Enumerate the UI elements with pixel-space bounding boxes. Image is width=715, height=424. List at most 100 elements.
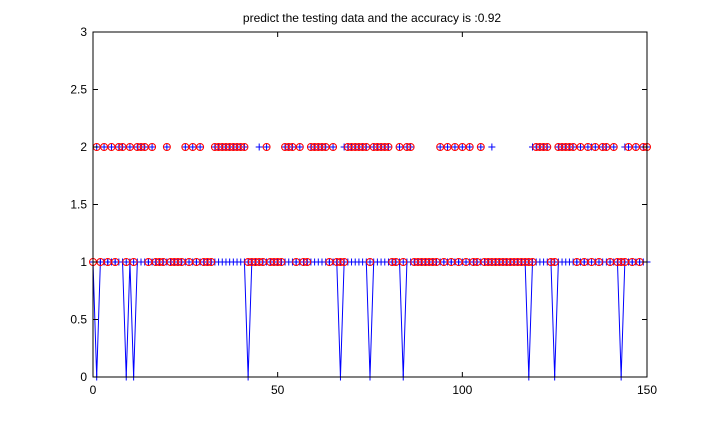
data-point-1-140: [606, 258, 614, 266]
data-point-1-20: [163, 143, 171, 151]
data-point-2-123: [543, 143, 552, 151]
data-point-1-6: [111, 258, 119, 266]
data-point-2-45: [255, 258, 264, 266]
y-tick-label: 0.5: [70, 313, 87, 327]
data-point-2-53: [284, 143, 293, 151]
data-point-1-97: [447, 258, 455, 266]
data-point-2-57: [299, 258, 308, 266]
y-tick-label: 1: [80, 255, 87, 269]
data-point-1-47: [263, 143, 271, 151]
data-point-1-10: [126, 143, 134, 151]
data-point-1-147: [632, 143, 640, 151]
chart-marks: [89, 143, 651, 381]
data-point-2-40: [236, 143, 245, 151]
data-point-2-65: [329, 143, 338, 151]
data-point-2-56: [295, 143, 304, 151]
plot-area-frame: [92, 31, 648, 378]
data-point-1-100: [458, 143, 466, 151]
data-point-2-79: [380, 143, 389, 151]
data-point-2-103: [469, 258, 478, 266]
data-point-2-81: [388, 258, 397, 266]
data-point-2-31: [203, 258, 212, 266]
data-point-2-138: [598, 143, 607, 151]
data-point-2-122: [539, 143, 548, 151]
data-point-1-26: [185, 258, 193, 266]
data-point-2-50: [273, 258, 282, 266]
data-point-1-16: [148, 143, 156, 151]
data-point-2-75: [366, 258, 374, 266]
chart-title: predict the testing data and the accurac…: [243, 11, 501, 25]
data-point-1-96: [444, 143, 452, 151]
data-point-2-18: [155, 258, 164, 266]
chart-axes: 0 50 100 150 0 0.5 1 1.5 2 2.5 3: [70, 25, 657, 397]
data-point-2-29: [196, 143, 205, 151]
data-point-2-73: [358, 143, 367, 151]
data-point-2-137: [594, 258, 603, 266]
x-tick-label: 0: [90, 383, 97, 397]
data-point-1-45: [255, 143, 263, 151]
data-point-1-94: [436, 143, 444, 151]
data-point-1-55: [292, 258, 300, 266]
data-point-1-65: [329, 143, 337, 151]
data-point-2-47: [262, 143, 271, 151]
data-point-1-84: [399, 258, 407, 266]
y-tick-label: 2.5: [70, 83, 87, 97]
x-tick-label: 150: [637, 383, 657, 397]
data-point-2-23: [173, 258, 182, 266]
data-point-1-2: [96, 258, 104, 266]
data-point-1-28: [192, 258, 200, 266]
data-point-2-102: [465, 143, 474, 151]
data-point-1-29: [196, 143, 204, 151]
data-point-1-146: [628, 258, 636, 266]
data-point-2-105: [476, 143, 485, 151]
data-point-2-11: [129, 258, 138, 266]
data-point-1-95: [440, 258, 448, 266]
data-point-2-67: [336, 258, 345, 266]
data-point-1-15: [144, 258, 152, 266]
x-tick-label: 100: [452, 383, 472, 397]
data-point-1-148: [636, 258, 644, 266]
data-point-1-56: [296, 143, 304, 151]
data-point-1-9: [122, 258, 130, 266]
data-point-1-5: [107, 143, 115, 151]
data-point-1-141: [610, 143, 618, 151]
data-point-2-58: [303, 258, 312, 266]
data-point-2-7: [114, 143, 123, 151]
y-tick-label: 3: [80, 25, 87, 39]
series-0: [89, 258, 651, 381]
series-2: [89, 143, 651, 266]
data-point-2-86: [406, 143, 415, 151]
data-point-1-3: [100, 143, 108, 151]
data-point-2-119: [528, 258, 537, 266]
data-point-1-11: [130, 258, 138, 266]
data-point-2-32: [207, 258, 216, 266]
data-point-1-145: [625, 143, 633, 151]
data-point-1-102: [466, 143, 474, 151]
data-point-2-41: [240, 143, 249, 151]
x-tick-label: 50: [271, 383, 285, 397]
data-point-1-98: [451, 143, 459, 151]
data-point-2-143: [617, 258, 626, 266]
data-point-1-132: [577, 143, 585, 151]
data-point-2-84: [399, 258, 408, 266]
data-point-2-129: [565, 143, 574, 151]
y-tick-label: 2: [80, 140, 87, 154]
data-point-1-99: [455, 258, 463, 266]
data-point-1-108: [488, 143, 496, 151]
data-point-2-68: [340, 258, 349, 266]
data-point-2-125: [550, 258, 559, 266]
data-point-2-20: [162, 143, 171, 151]
data-point-1-131: [573, 258, 581, 266]
data-point-1-83: [396, 143, 404, 151]
data-point-2-80: [384, 143, 393, 151]
series-1: [89, 143, 651, 266]
data-point-2-62: [317, 143, 326, 151]
data-point-2-118: [524, 258, 533, 266]
y-tick-label: 1.5: [70, 198, 87, 212]
data-point-2-124: [546, 258, 555, 266]
data-point-1-25: [181, 143, 189, 151]
data-point-1-64: [325, 258, 333, 266]
data-point-1-136: [591, 143, 599, 151]
data-point-2-92: [428, 258, 437, 266]
